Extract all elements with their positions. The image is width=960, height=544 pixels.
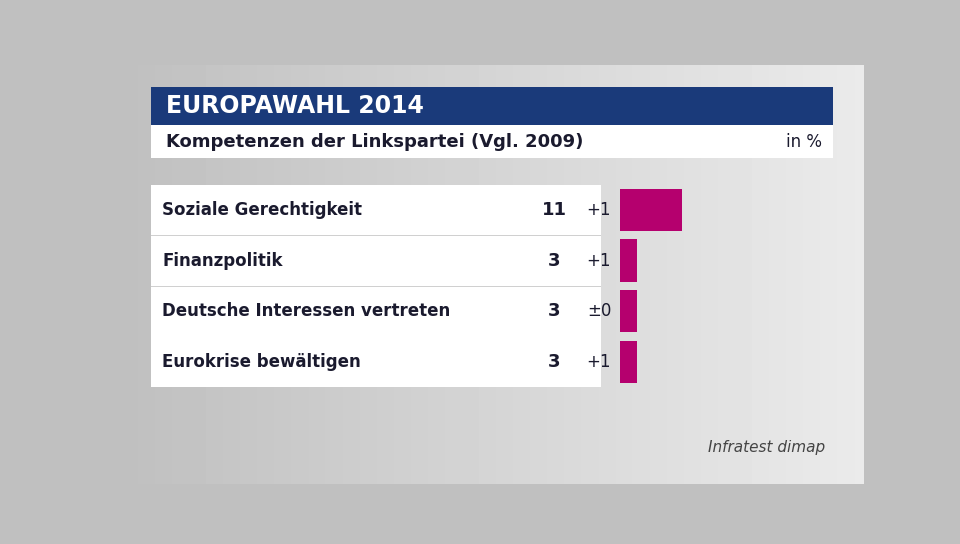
Text: +1: +1 (587, 201, 612, 219)
Text: EUROPAWAHL 2014: EUROPAWAHL 2014 (166, 94, 423, 118)
FancyBboxPatch shape (151, 87, 833, 125)
Text: ±0: ±0 (587, 302, 612, 320)
FancyBboxPatch shape (151, 184, 601, 387)
FancyBboxPatch shape (620, 189, 682, 231)
Text: Infratest dimap: Infratest dimap (708, 440, 826, 455)
FancyBboxPatch shape (151, 125, 833, 158)
Text: Finanzpolitik: Finanzpolitik (162, 251, 282, 270)
Text: 3: 3 (548, 302, 561, 320)
Text: +1: +1 (587, 353, 612, 371)
Text: Deutsche Interessen vertreten: Deutsche Interessen vertreten (162, 302, 450, 320)
Text: 3: 3 (548, 251, 561, 270)
Text: 3: 3 (548, 353, 561, 371)
Text: in %: in % (786, 133, 822, 151)
FancyBboxPatch shape (620, 290, 636, 332)
FancyBboxPatch shape (620, 239, 636, 282)
FancyBboxPatch shape (620, 341, 636, 383)
Text: 11: 11 (541, 201, 566, 219)
Text: +1: +1 (587, 251, 612, 270)
Text: Kompetenzen der Linkspartei (Vgl. 2009): Kompetenzen der Linkspartei (Vgl. 2009) (166, 133, 584, 151)
FancyBboxPatch shape (151, 235, 601, 236)
Text: Eurokrise bewältigen: Eurokrise bewältigen (162, 353, 361, 371)
Text: Soziale Gerechtigkeit: Soziale Gerechtigkeit (162, 201, 362, 219)
FancyBboxPatch shape (151, 286, 601, 287)
